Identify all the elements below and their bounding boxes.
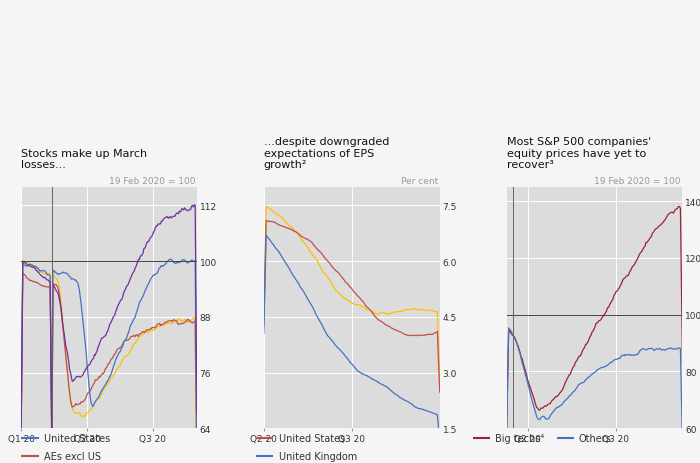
Text: Stocks make up March
losses...: Stocks make up March losses...	[21, 149, 147, 170]
Text: 19 Feb 2020 = 100: 19 Feb 2020 = 100	[594, 176, 680, 185]
Text: United Kingdom: United Kingdom	[279, 450, 357, 461]
Text: AEs excl US: AEs excl US	[44, 450, 101, 461]
Text: 19 Feb 2020 = 100: 19 Feb 2020 = 100	[108, 176, 195, 185]
Text: Big techs⁴: Big techs⁴	[495, 433, 544, 443]
Text: Most S&P 500 companies'
equity prices have yet to
recover³: Most S&P 500 companies' equity prices ha…	[507, 137, 651, 170]
Text: Per cent: Per cent	[400, 176, 438, 185]
Text: United States: United States	[44, 433, 111, 443]
Text: Others: Others	[579, 433, 612, 443]
Text: United States: United States	[279, 433, 345, 443]
Text: ...despite downgraded
expectations of EPS
growth²: ...despite downgraded expectations of EP…	[264, 137, 389, 170]
